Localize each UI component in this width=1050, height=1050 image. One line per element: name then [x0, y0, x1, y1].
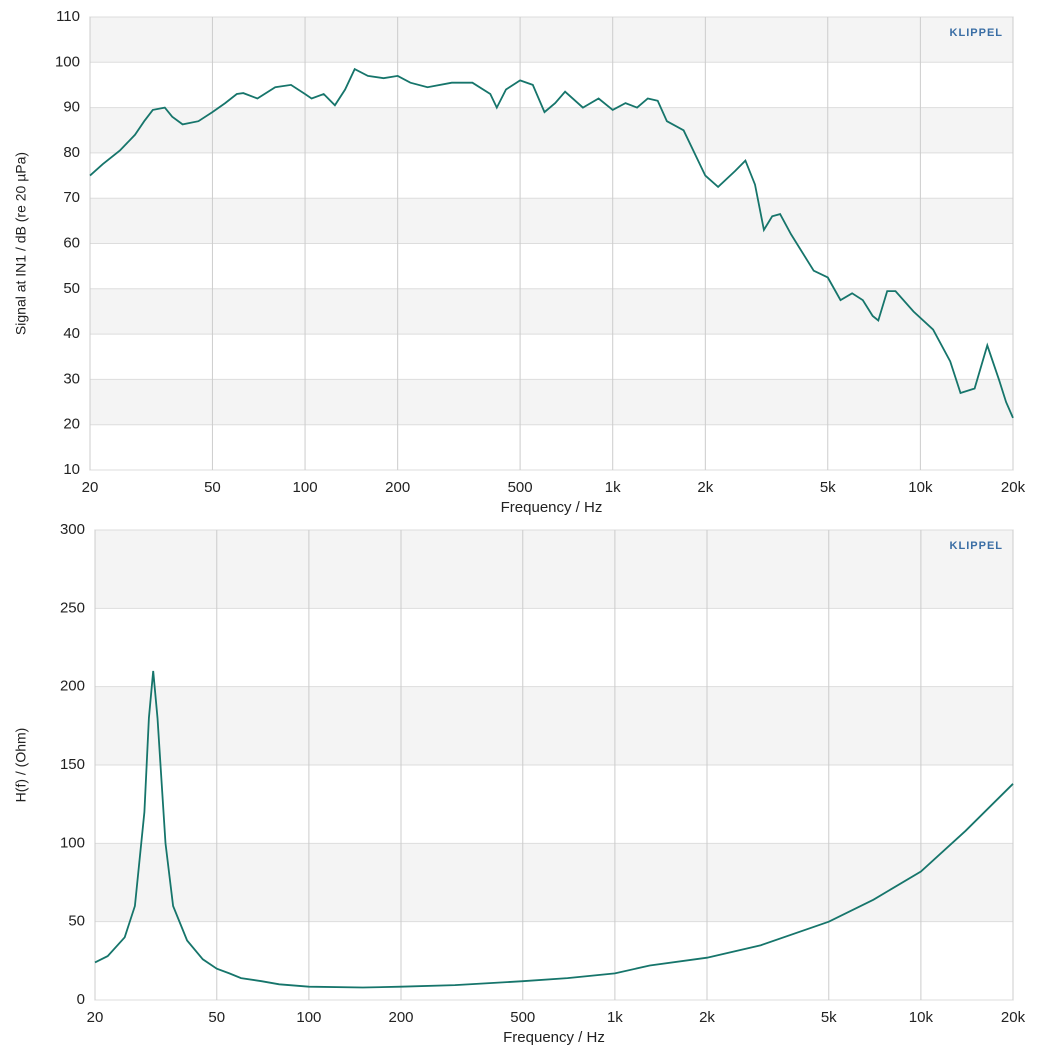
x-tick-label: 100: [296, 1009, 321, 1026]
y-tick-label: 200: [60, 678, 85, 695]
y-tick-label: 50: [63, 280, 80, 297]
x-tick-label: 50: [208, 1009, 225, 1026]
y-tick-label: 300: [60, 521, 85, 538]
grid-band: [95, 686, 1013, 765]
y-tick-label: 90: [63, 99, 80, 116]
y-axis-label: Signal at IN1 / dB (re 20 µPa): [13, 152, 29, 335]
x-tick-label: 5k: [820, 479, 836, 496]
y-tick-label: 10: [63, 461, 80, 478]
x-tick-label: 2k: [697, 479, 713, 496]
x-tick-label: 20k: [1001, 1009, 1026, 1026]
y-axis-label: H(f) / (Ohm): [13, 728, 29, 803]
y-tick-label: 150: [60, 756, 85, 773]
x-tick-label: 20k: [1001, 479, 1026, 496]
x-tick-label: 200: [388, 1009, 413, 1026]
y-tick-label: 0: [77, 991, 85, 1008]
x-tick-label: 500: [510, 1009, 535, 1026]
y-tick-label: 100: [55, 53, 80, 70]
x-axis-label: Frequency / Hz: [501, 499, 603, 516]
x-tick-label: 200: [385, 479, 410, 496]
y-tick-label: 20: [63, 416, 80, 433]
x-axis-label: Frequency / Hz: [503, 1029, 605, 1046]
grid-band: [95, 843, 1013, 922]
x-tick-label: 5k: [821, 1009, 837, 1026]
x-tick-label: 20: [82, 479, 99, 496]
grid-band: [90, 17, 1013, 63]
y-tick-label: 50: [68, 913, 85, 930]
y-tick-label: 70: [63, 189, 80, 206]
x-tick-label: 1k: [607, 1009, 623, 1026]
data-line: [89, 67, 1014, 419]
logo: KLIPPEL: [950, 27, 1003, 39]
x-tick-label: 1k: [605, 479, 621, 496]
x-tick-label: 100: [293, 479, 318, 496]
y-tick-label: 60: [63, 234, 80, 251]
y-tick-label: 80: [63, 144, 80, 161]
data-line: [94, 670, 1014, 989]
y-tick-label: 110: [56, 8, 80, 25]
logo: KLIPPEL: [950, 540, 1003, 552]
grid-band: [90, 198, 1013, 244]
x-tick-label: 10k: [909, 1009, 934, 1026]
grid-band: [90, 379, 1013, 425]
grid-band: [95, 530, 1013, 609]
x-tick-label: 500: [508, 479, 533, 496]
y-tick-label: 250: [60, 599, 85, 616]
grid-band: [90, 107, 1013, 153]
x-tick-label: 2k: [699, 1009, 715, 1026]
x-tick-label: 10k: [908, 479, 933, 496]
x-tick-label: 20: [87, 1009, 104, 1026]
x-tick-label: 50: [204, 479, 221, 496]
y-tick-label: 30: [63, 370, 80, 387]
grid-band: [90, 288, 1013, 335]
y-tick-label: 100: [60, 834, 85, 851]
y-tick-label: 40: [63, 325, 80, 342]
